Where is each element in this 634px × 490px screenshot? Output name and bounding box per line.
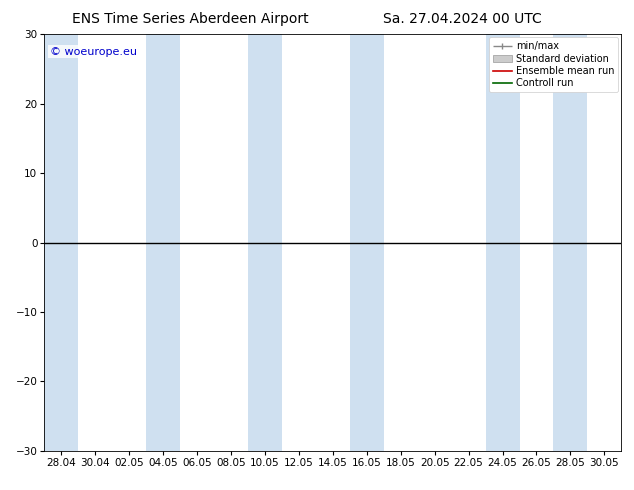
Bar [146,34,180,451]
Text: Sa. 27.04.2024 00 UTC: Sa. 27.04.2024 00 UTC [384,12,542,26]
Bar [44,34,79,451]
Bar [486,34,519,451]
Legend: min/max, Standard deviation, Ensemble mean run, Controll run: min/max, Standard deviation, Ensemble me… [489,37,618,92]
Text: ENS Time Series Aberdeen Airport: ENS Time Series Aberdeen Airport [72,12,309,26]
Bar [248,34,282,451]
Text: © woeurope.eu: © woeurope.eu [50,47,137,57]
Bar [553,34,587,451]
Bar [350,34,384,451]
